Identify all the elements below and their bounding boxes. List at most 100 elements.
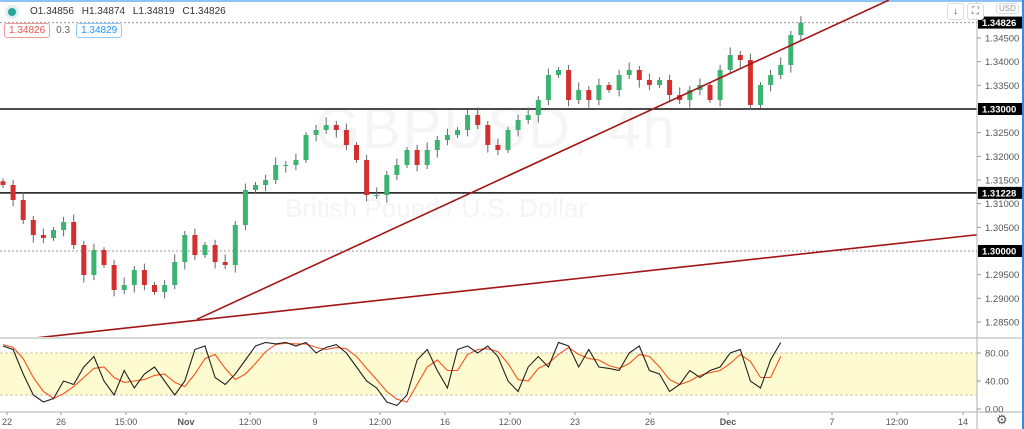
candle-up	[798, 22, 804, 36]
buy-price-button[interactable]: 1.34829	[76, 23, 123, 38]
time-tick-label: 22	[2, 417, 12, 427]
trendline	[196, 0, 890, 321]
candle-up	[525, 115, 531, 120]
candle-up	[535, 100, 541, 116]
price-label-bg	[978, 103, 1023, 115]
time-tick-label: 12:00	[239, 417, 262, 427]
price-label: 1.31228	[982, 188, 1016, 199]
sell-price-button[interactable]: 1.34826	[4, 23, 51, 38]
candle-up	[545, 75, 551, 101]
bid-ask: 1.34826 0.3 1.34829	[4, 23, 123, 38]
candle-up	[424, 149, 430, 165]
candle-up	[657, 79, 662, 86]
candle-up	[162, 285, 168, 293]
time-tick-label: 12:00	[499, 417, 522, 427]
candle-up	[232, 225, 238, 265]
candle-up	[182, 234, 188, 263]
price-tick-label: 1.31000	[985, 199, 1019, 210]
candle-down	[414, 149, 420, 165]
candle-up	[404, 149, 410, 165]
candle-down	[586, 90, 592, 101]
candle-up	[788, 35, 794, 65]
price-label: 1.30000	[982, 246, 1016, 257]
candle-down	[667, 79, 673, 95]
arrow-down-icon[interactable]: ↓	[947, 3, 964, 20]
time-tick-label: Nov	[177, 417, 194, 427]
candle-up	[505, 130, 511, 150]
candle-down	[10, 185, 16, 201]
price-label: 1.34826	[982, 18, 1016, 29]
candle-up	[323, 124, 329, 131]
price-label-bg	[978, 244, 1023, 257]
candle-down	[192, 234, 198, 256]
stoch-tick-label: 0.00	[985, 405, 1004, 416]
candle-down	[71, 221, 77, 245]
stoch-d-line	[2, 342, 782, 403]
candle-up	[61, 221, 67, 231]
spread-value: 0.3	[56, 25, 71, 36]
candle-down	[212, 244, 218, 263]
candle-down	[495, 145, 501, 150]
candle-up	[455, 130, 460, 135]
candle-down	[141, 270, 147, 286]
candle-up	[283, 164, 289, 166]
candle-down	[111, 264, 117, 290]
candle-down	[364, 160, 370, 195]
fullscreen-icon[interactable]: ⛶	[967, 3, 984, 20]
candle-up	[303, 134, 309, 161]
time-tick-label: 26	[56, 417, 66, 427]
candle-up	[394, 164, 400, 175]
candle-up	[172, 262, 178, 286]
candle-up	[121, 285, 127, 290]
candle-up	[242, 189, 248, 226]
time-tick-label: 23	[570, 417, 580, 427]
candle-up	[576, 90, 582, 101]
candle-down	[485, 124, 491, 146]
candle-down	[636, 70, 642, 80]
candle-up	[434, 140, 440, 150]
candle-up	[202, 244, 208, 256]
time-tick-label: 12:00	[369, 417, 392, 427]
candle-down	[81, 244, 87, 275]
candle-up	[616, 75, 622, 91]
price-tick-label: 1.30500	[985, 223, 1019, 234]
candle-down	[707, 85, 713, 101]
top-border	[0, 0, 1024, 2]
price-tick-label: 1.29500	[985, 270, 1019, 281]
price-tick-label: 1.32500	[985, 128, 1019, 139]
time-tick-label: 7	[829, 417, 834, 427]
stoch-pane	[0, 341, 977, 407]
time-tick-label: 9	[312, 417, 317, 427]
candle-down	[475, 115, 481, 125]
candle-down	[566, 70, 572, 101]
currency-label[interactable]: USD	[996, 3, 1019, 14]
candle-down	[677, 94, 683, 101]
stoch-k-line	[2, 341, 782, 407]
candle-up	[51, 230, 56, 239]
candle-up	[596, 85, 602, 101]
trendline	[36, 233, 977, 337]
price-tick-label: 1.34500	[985, 34, 1019, 45]
candle-down	[0, 181, 6, 186]
time-tick-label: 26	[645, 417, 655, 427]
candle-down	[152, 285, 157, 293]
price-label: 1.33000	[982, 105, 1016, 116]
candle-down	[737, 54, 743, 61]
stoch-band	[0, 353, 977, 395]
candle-up	[91, 249, 97, 275]
candle-down	[101, 249, 107, 265]
market-status-icon	[8, 7, 16, 16]
time-tick-label: 12:00	[886, 417, 909, 427]
right-border	[1022, 0, 1024, 429]
candle-down	[343, 130, 349, 146]
price-tick-label: 1.33500	[985, 81, 1019, 92]
time-tick-label: 15:00	[115, 417, 138, 427]
price-tick-label: 1.31500	[985, 175, 1019, 186]
candle-up	[556, 70, 561, 76]
candle-up	[778, 64, 784, 76]
gear-icon[interactable]: ⚙	[996, 412, 1008, 427]
candle-up	[515, 119, 521, 131]
price-label-bg	[978, 186, 1023, 199]
candle-up	[758, 85, 763, 105]
